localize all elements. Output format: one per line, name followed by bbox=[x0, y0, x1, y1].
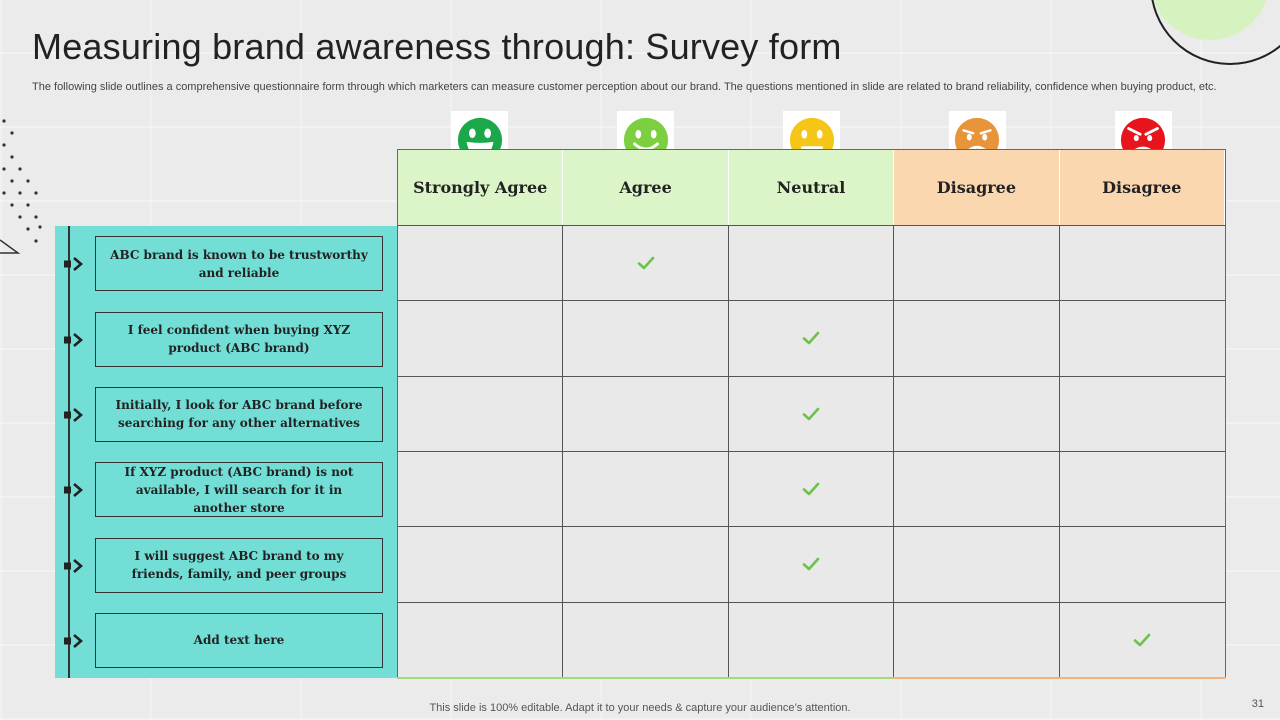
answer-cell[interactable] bbox=[1059, 300, 1225, 375]
arrow-bullet-icon bbox=[64, 483, 83, 498]
answer-cell[interactable] bbox=[1059, 375, 1225, 451]
question-row: ABC brand is known to be trustworthy and… bbox=[55, 236, 397, 292]
answer-cell[interactable] bbox=[1059, 526, 1225, 601]
page-subtitle: The following slide outlines a comprehen… bbox=[32, 81, 1217, 93]
arrow-bullet-icon bbox=[64, 257, 83, 272]
answer-cell[interactable] bbox=[563, 601, 729, 677]
decorative-dots bbox=[0, 119, 42, 254]
answer-cell[interactable] bbox=[894, 526, 1060, 602]
questions-panel: ABC brand is known to be trustworthy and… bbox=[55, 226, 397, 678]
answer-cell[interactable] bbox=[728, 300, 895, 376]
question-row: I will suggest ABC brand to my friends, … bbox=[55, 537, 397, 593]
checkmark-icon bbox=[637, 256, 654, 270]
answer-cell[interactable] bbox=[894, 375, 1060, 451]
answer-cell[interactable] bbox=[563, 451, 729, 527]
answer-cell[interactable] bbox=[728, 375, 895, 451]
column-header: Strongly Agree bbox=[398, 150, 564, 225]
question-row: I feel confident when buying XYZ product… bbox=[55, 311, 397, 367]
arrow-bullet-icon bbox=[64, 407, 83, 422]
answer-cell[interactable] bbox=[563, 225, 729, 301]
answer-cell[interactable] bbox=[1059, 451, 1225, 526]
answer-cell[interactable] bbox=[1059, 225, 1225, 300]
answer-cell[interactable] bbox=[563, 300, 729, 376]
answer-cell[interactable] bbox=[398, 601, 564, 677]
question-row: If XYZ product (ABC brand) is not availa… bbox=[55, 462, 397, 518]
column-header: Disagree bbox=[1059, 150, 1225, 225]
survey-table: Strongly Agree Agree Neutral Disagree Disagr… bbox=[397, 149, 1226, 678]
question-row: Add text here bbox=[55, 612, 397, 668]
question-text: If XYZ product (ABC brand) is not availa… bbox=[95, 462, 383, 518]
arrow-bullet-icon bbox=[64, 332, 83, 347]
answer-cell[interactable] bbox=[894, 601, 1060, 677]
question-text: I will suggest ABC brand to my friends, … bbox=[95, 537, 383, 593]
answer-cell[interactable] bbox=[728, 526, 895, 602]
column-header: Neutral bbox=[728, 150, 895, 225]
arrow-bullet-icon bbox=[64, 633, 83, 648]
answer-cell[interactable] bbox=[563, 375, 729, 451]
answer-cell[interactable] bbox=[398, 225, 564, 301]
answer-cell[interactable] bbox=[728, 451, 895, 527]
answer-cell[interactable] bbox=[1059, 601, 1225, 677]
answer-cell[interactable] bbox=[563, 526, 729, 602]
checkmark-icon bbox=[802, 558, 820, 571]
question-text: Initially, I look for ABC brand before s… bbox=[95, 386, 383, 442]
question-row: Initially, I look for ABC brand before s… bbox=[55, 386, 397, 442]
answer-cell[interactable] bbox=[398, 300, 564, 376]
question-text: Add text here bbox=[95, 612, 383, 668]
answer-cell[interactable] bbox=[398, 526, 564, 602]
checkmark-icon bbox=[802, 482, 820, 496]
checkmark-icon bbox=[802, 332, 820, 345]
answer-cell[interactable] bbox=[728, 601, 895, 677]
footer-note: This slide is 100% editable. Adapt it to… bbox=[429, 702, 851, 714]
column-header: Agree bbox=[563, 150, 729, 225]
page-number: 31 bbox=[1251, 698, 1264, 710]
page-title: Measuring brand awareness through: Surve… bbox=[32, 26, 842, 67]
answer-cell[interactable] bbox=[894, 300, 1060, 376]
answer-cell[interactable] bbox=[398, 451, 564, 527]
answer-cell[interactable] bbox=[894, 451, 1060, 527]
checkmark-icon bbox=[1133, 633, 1151, 647]
answer-cell[interactable] bbox=[398, 375, 564, 451]
question-text: ABC brand is known to be trustworthy and… bbox=[95, 236, 383, 292]
timeline-line bbox=[68, 226, 70, 678]
column-header: Disagree bbox=[894, 150, 1060, 225]
checkmark-icon bbox=[802, 407, 820, 421]
question-text: I feel confident when buying XYZ product… bbox=[95, 311, 383, 367]
arrow-bullet-icon bbox=[64, 558, 83, 573]
answer-cell[interactable] bbox=[728, 225, 895, 301]
table-bottom-accent bbox=[397, 677, 1226, 679]
answer-cell[interactable] bbox=[894, 225, 1060, 301]
